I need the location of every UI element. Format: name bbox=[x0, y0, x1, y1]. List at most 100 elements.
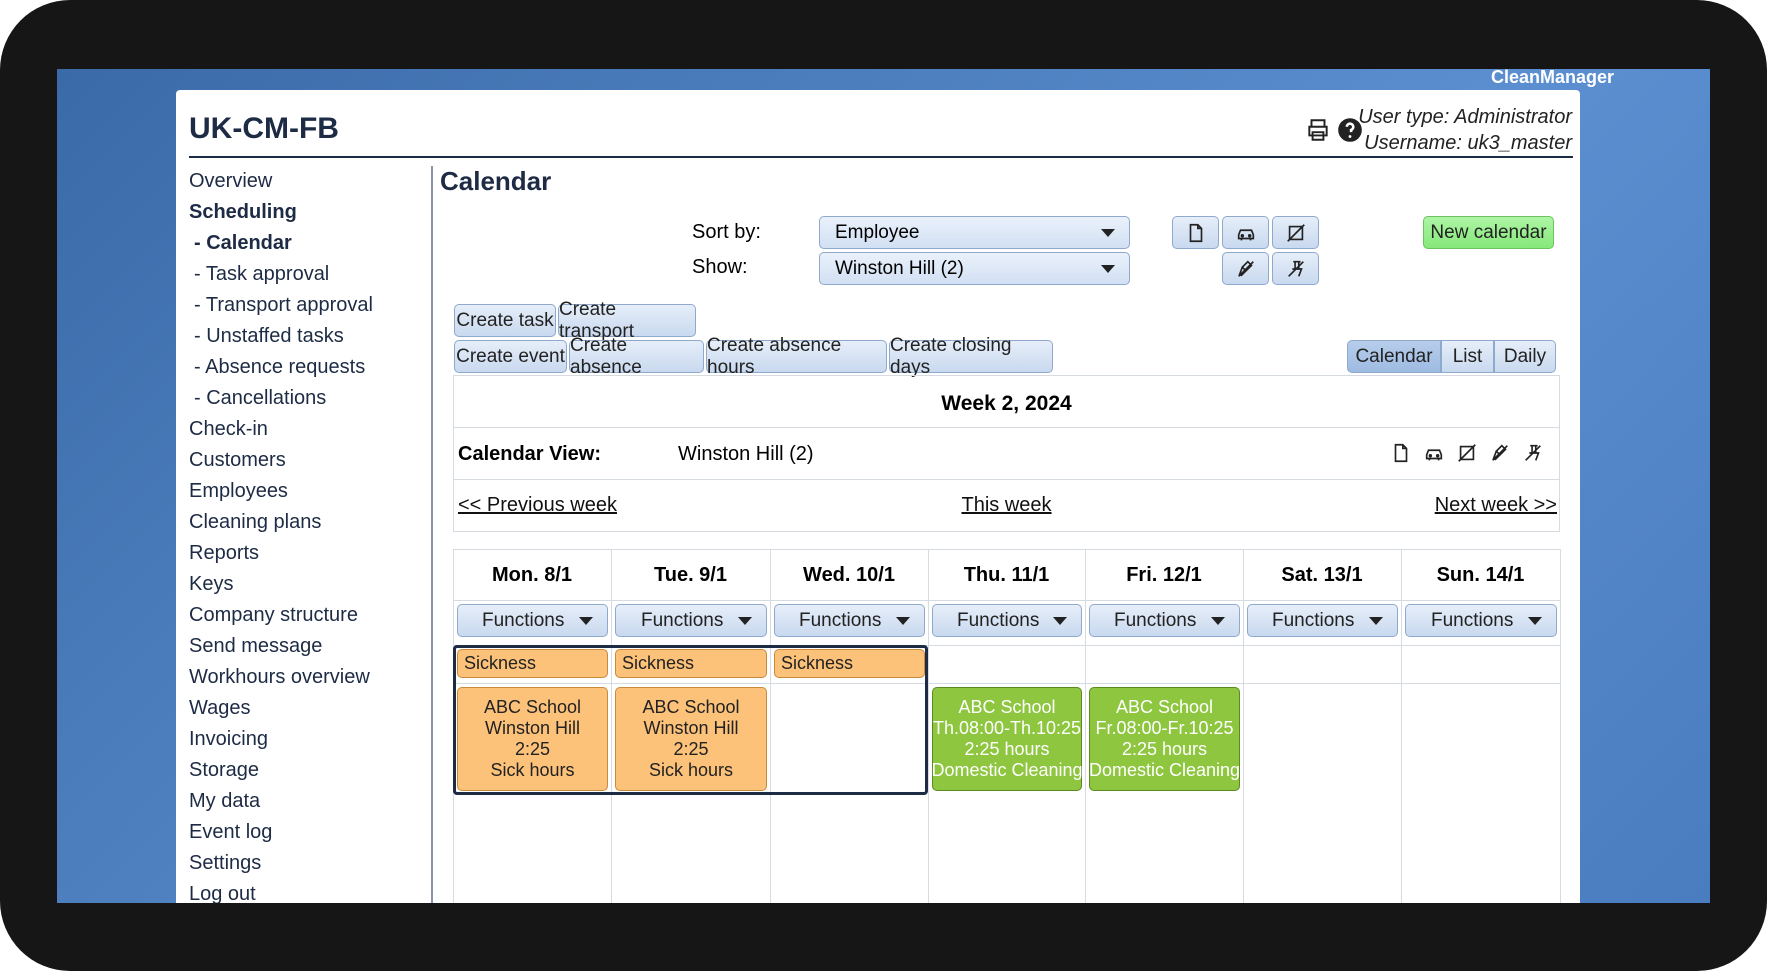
functions-button[interactable]: Functions bbox=[774, 604, 925, 637]
view-icon-glyph bbox=[1525, 444, 1541, 461]
sidebar-item[interactable]: - Task approval bbox=[194, 263, 330, 285]
filter-button[interactable] bbox=[1272, 252, 1319, 285]
sidebar-item[interactable]: Storage bbox=[189, 759, 260, 781]
functions-label: Functions bbox=[641, 609, 724, 631]
header-rule bbox=[189, 156, 1573, 158]
sidebar-item[interactable]: Cleaning plans bbox=[189, 511, 322, 533]
sidebar-item[interactable]: - Unstaffed tasks bbox=[194, 325, 344, 347]
select-arrow bbox=[1101, 228, 1115, 237]
task-line: Winston Hill bbox=[484, 718, 581, 738]
create-button[interactable]: Create task bbox=[454, 304, 556, 337]
functions-button[interactable]: Functions bbox=[1247, 604, 1398, 637]
functions-label: Functions bbox=[482, 609, 565, 631]
select[interactable]: Winston Hill (2) bbox=[819, 252, 1130, 285]
functions-arrow bbox=[579, 616, 593, 625]
view-icon-glyph bbox=[1394, 443, 1408, 463]
sidebar-item[interactable]: - Calendar bbox=[194, 232, 292, 254]
functions-button[interactable]: Functions bbox=[932, 604, 1082, 637]
sidebar-item[interactable]: Log out bbox=[189, 883, 256, 903]
day-label: Sun. 14/1 bbox=[1436, 564, 1525, 586]
prev-week-link[interactable]: << Previous week bbox=[458, 494, 617, 516]
task-line: Sick hours bbox=[490, 760, 575, 780]
view-icon bbox=[1489, 442, 1511, 464]
create-button[interactable]: Create absence bbox=[569, 335, 704, 378]
username: Username: uk3_master bbox=[1364, 132, 1572, 154]
create-button[interactable]: Create absence hours bbox=[706, 335, 887, 378]
filter-button[interactable] bbox=[1172, 216, 1219, 249]
filter-button[interactable] bbox=[1272, 216, 1319, 249]
sidebar-item[interactable]: Customers bbox=[189, 449, 286, 471]
help-icon[interactable] bbox=[1337, 117, 1363, 143]
sort-label: Sort by: bbox=[692, 221, 761, 243]
nav-row bbox=[453, 479, 1560, 532]
functions-arrow bbox=[1211, 616, 1225, 625]
print-icon[interactable] bbox=[1305, 117, 1331, 143]
absence-event[interactable]: Sickness bbox=[774, 649, 925, 678]
create-button[interactable]: Create closing days bbox=[889, 335, 1053, 378]
absence-row-cell bbox=[1243, 645, 1402, 684]
functions-button[interactable]: Functions bbox=[1405, 604, 1557, 637]
sidebar-item[interactable]: Send message bbox=[189, 635, 323, 657]
task-line: 2:25 hours bbox=[1121, 739, 1208, 759]
filter-button[interactable] bbox=[1222, 252, 1269, 285]
this-week-link[interactable]: This week bbox=[961, 494, 1052, 516]
sidebar-item[interactable]: - Cancellations bbox=[194, 387, 327, 409]
sidebar-item[interactable]: Scheduling bbox=[189, 201, 297, 223]
task-event[interactable]: ABC School Fr.08:00-Fr.10:25 2:25 hours Dom… bbox=[1089, 687, 1240, 791]
filter-icon bbox=[1287, 260, 1304, 277]
filter-button[interactable] bbox=[1222, 216, 1269, 249]
day-column bbox=[1243, 549, 1402, 903]
sidebar-item[interactable]: - Transport approval bbox=[194, 294, 373, 316]
sidebar-item[interactable]: Invoicing bbox=[189, 728, 268, 750]
functions-button[interactable]: Functions bbox=[615, 604, 767, 637]
sidebar-item[interactable]: Event log bbox=[189, 821, 273, 843]
app-panel: UK-CM-FB User type: Administrator Username… bbox=[176, 90, 1580, 903]
show-label: Show: bbox=[692, 256, 748, 278]
view-toggle[interactable]: Calendar bbox=[1347, 340, 1441, 373]
sidebar-item[interactable]: Reports bbox=[189, 542, 260, 564]
absence-event[interactable]: Sickness bbox=[457, 649, 608, 678]
functions-button[interactable]: Functions bbox=[457, 604, 608, 637]
sidebar-item[interactable]: Employees bbox=[189, 480, 288, 502]
functions-arrow bbox=[738, 616, 752, 625]
task-event[interactable]: ABC School Winston Hill 2:25 Sick hours bbox=[457, 687, 608, 791]
new-calendar-button[interactable]: New calendar bbox=[1423, 216, 1554, 249]
functions-arrow bbox=[896, 616, 910, 625]
view-toggle[interactable]: Daily bbox=[1494, 340, 1556, 373]
absence-event[interactable]: Sickness bbox=[615, 649, 767, 678]
day-label: Sat. 13/1 bbox=[1281, 564, 1363, 586]
sidebar-item[interactable]: Check-in bbox=[189, 418, 268, 440]
filter-icon bbox=[1237, 228, 1254, 240]
functions-label: Functions bbox=[1272, 609, 1355, 631]
functions-label: Functions bbox=[1431, 609, 1514, 631]
task-event[interactable]: ABC School Th.08:00-Th.10:25 2:25 hours Dom… bbox=[931, 687, 1083, 791]
sidebar-item[interactable]: Workhours overview bbox=[189, 666, 370, 688]
create-button[interactable]: Create event bbox=[454, 340, 567, 373]
create-button[interactable]: Create transport bbox=[558, 299, 696, 342]
task-event[interactable]: ABC School Winston Hill 2:25 Sick hours bbox=[615, 687, 767, 791]
filter-icon bbox=[1286, 223, 1305, 242]
sidebar-item[interactable]: Overview bbox=[189, 170, 273, 192]
task-line: Sick hours bbox=[648, 760, 734, 780]
sidebar-item[interactable]: Company structure bbox=[189, 604, 358, 626]
sidebar-item[interactable]: - Absence requests bbox=[194, 356, 366, 378]
task-line: ABC School bbox=[483, 697, 582, 717]
select-value: Winston Hill (2) bbox=[835, 257, 964, 279]
task-line: ABC School bbox=[1115, 697, 1214, 717]
task-line: 2:25 bbox=[673, 739, 709, 759]
view-toggle[interactable]: List bbox=[1441, 340, 1494, 373]
selection-outline bbox=[453, 645, 928, 795]
view-icon-glyph bbox=[1492, 444, 1508, 461]
sidebar-item[interactable]: My data bbox=[189, 790, 261, 812]
brand: CleanManager bbox=[1490, 69, 1614, 87]
select[interactable]: Employee bbox=[819, 216, 1130, 249]
filter-icon bbox=[1237, 259, 1254, 277]
sidebar-item[interactable]: Keys bbox=[189, 573, 234, 595]
absence-row-cell bbox=[1085, 645, 1244, 684]
sidebar-item[interactable]: Wages bbox=[189, 697, 251, 719]
functions-button[interactable]: Functions bbox=[1089, 604, 1240, 637]
company-title: UK-CM-FB bbox=[189, 112, 339, 145]
sidebar-item[interactable]: Settings bbox=[189, 852, 262, 874]
page-title: Calendar bbox=[440, 166, 552, 196]
next-week-link[interactable]: Next week >> bbox=[1434, 494, 1557, 516]
